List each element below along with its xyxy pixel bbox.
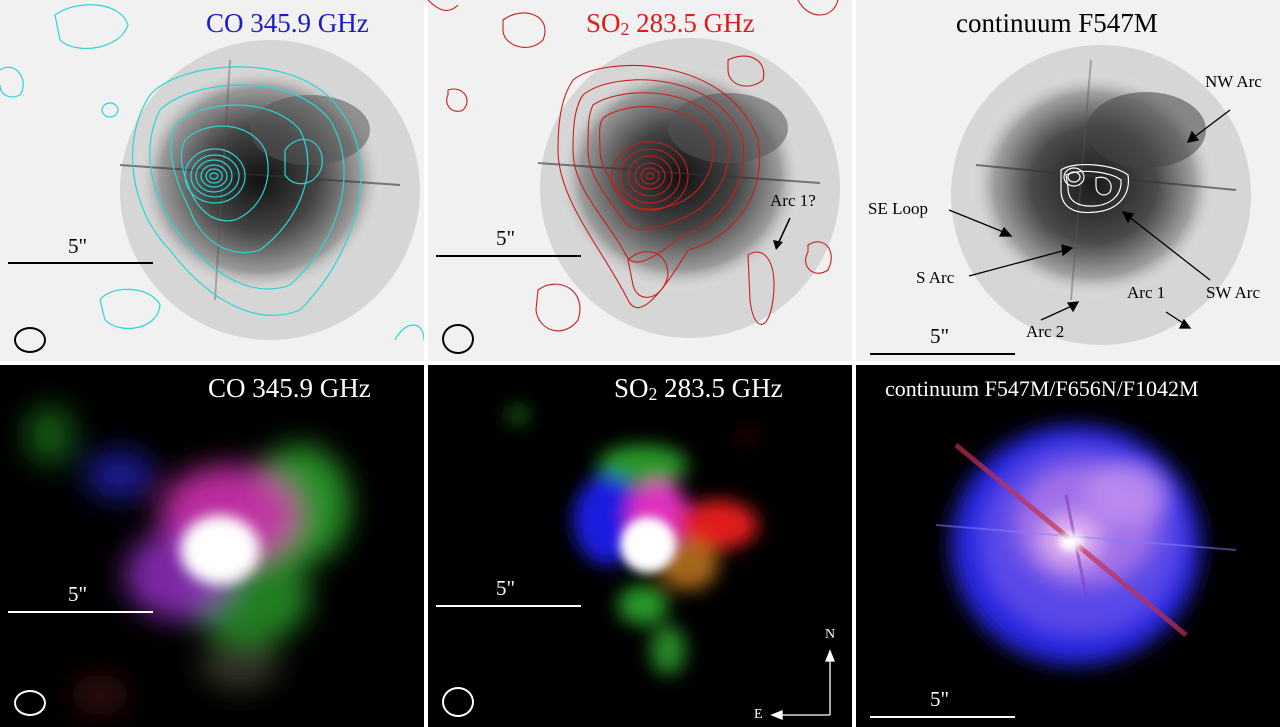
panel-so2-rgb: SO2 283.5 GHz N E 5": [428, 365, 852, 727]
annotation-arc-2: Arc 2: [1026, 322, 1065, 341]
panel-title: SO2 283.5 GHz: [614, 373, 783, 405]
beam-ellipse: [14, 690, 46, 716]
scale-bar: [8, 262, 153, 264]
panel-so2-contours: SO2 283.5 GHz Arc 1? 5": [428, 0, 852, 361]
nebula-arc: [1086, 92, 1206, 168]
compass-north-label: N: [825, 627, 836, 642]
panel-co-contours: CO 345.9 GHz 5": [0, 0, 424, 361]
annotation-arrows: [948, 109, 1231, 329]
panel-continuum-f547m: continuum F547M NW Arc SE Loop S Arc SW …: [856, 0, 1280, 361]
nebula-body: [135, 65, 385, 295]
panel-continuum-rgb: continuum F547M/F656N/F1042M 5": [856, 365, 1280, 727]
scale-bar: [436, 255, 581, 257]
core-blob: [1059, 533, 1083, 551]
title-subscript: 2: [620, 19, 630, 40]
diffraction-spike: [214, 59, 231, 301]
title-text: CO 345.9 GHz: [206, 8, 369, 38]
title-text: SO: [614, 373, 649, 403]
co-contours: [0, 4, 424, 341]
panel-title: CO 345.9 GHz: [208, 373, 371, 404]
title-text: continuum F547M/F656N/F1042M: [885, 376, 1199, 401]
title-text: CO 345.9 GHz: [208, 373, 371, 403]
annotation-sw-arc: SW Arc: [1206, 283, 1260, 302]
so2-contour-image: [428, 0, 840, 338]
title-text-post: 283.5 GHz: [629, 8, 755, 38]
beam-ellipse: [442, 687, 474, 717]
scale-bar-label: 5": [496, 226, 516, 250]
so2-rgb-image: [506, 405, 835, 720]
nebula-arc: [668, 93, 788, 163]
panel-title: continuum F547M: [956, 8, 1158, 39]
scale-bar: [870, 716, 1015, 718]
title-text: SO: [586, 8, 621, 38]
co-rgb-image: [25, 405, 350, 715]
diffraction-spike: [975, 164, 1237, 191]
scale-bar-label: 5": [496, 576, 516, 600]
scale-bar-label: 5": [930, 324, 950, 348]
scale-bar-label: 5": [930, 687, 950, 711]
core-blob: [620, 517, 676, 573]
title-subscript: 2: [648, 384, 658, 405]
compass-arrows: [770, 649, 835, 720]
annotation-arc-1: Arc 1: [1127, 283, 1166, 302]
annotation-s-arc: S Arc: [916, 268, 955, 287]
nebula-arc: [250, 95, 370, 165]
scale-bar: [8, 611, 153, 613]
beam-ellipse: [442, 324, 474, 354]
panel-title: continuum F547M/F656N/F1042M: [885, 376, 1199, 402]
white-contours: [1060, 164, 1129, 214]
title-text-post: 283.5 GHz: [657, 373, 783, 403]
diffraction-spike: [119, 164, 401, 186]
annotation-nw-arc: NW Arc: [1205, 72, 1262, 91]
title-text: continuum F547M: [956, 8, 1158, 38]
panel-co-rgb: CO 345.9 GHz 5": [0, 365, 424, 727]
scale-bar: [870, 353, 1015, 355]
panel-title: SO2 283.5 GHz: [586, 8, 755, 40]
continuum-rgb-image: [935, 425, 1237, 665]
diffraction-spike: [537, 162, 821, 184]
panel-title: CO 345.9 GHz: [206, 8, 369, 39]
scale-bar-label: 5": [68, 582, 88, 606]
annotation-se-loop: SE Loop: [868, 199, 928, 218]
diffraction-spike: [1070, 59, 1092, 301]
continuum-image: [948, 45, 1251, 345]
co-contour-image: [0, 4, 424, 341]
beam-ellipse: [14, 327, 46, 353]
compass-east-label: E: [754, 707, 763, 722]
so2-contours: [428, 0, 839, 332]
annotation-label: Arc 1?: [770, 191, 816, 210]
scale-bar-label: 5": [68, 234, 88, 258]
scale-bar: [436, 605, 581, 607]
core-blob: [180, 515, 260, 585]
